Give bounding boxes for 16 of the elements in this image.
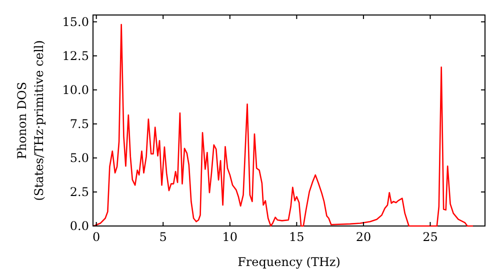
y-tick-label: 0.0 (70, 219, 89, 234)
y-tick-label: 15.0 (62, 15, 89, 30)
y-axis-title: Phonon DOS (States/THz·primitive cell) (15, 40, 46, 201)
y-tick-label: 10.0 (62, 83, 89, 98)
line-series (93, 24, 474, 227)
x-tick-label: 10 (222, 230, 238, 244)
x-tick-label: 0 (92, 230, 100, 244)
y-tick-label: 7.5 (70, 117, 89, 132)
x-tick-label: 20 (356, 230, 372, 244)
x-tick-label: 5 (159, 230, 167, 244)
x-tick-label: 15 (289, 230, 304, 244)
y-tick-label: 5.0 (70, 151, 89, 166)
y-tick-label: 2.5 (70, 185, 89, 200)
y-tick-label: 12.5 (62, 49, 89, 64)
x-tick-label: 25 (422, 230, 438, 244)
x-axis-title: Frequency (THz) (238, 255, 340, 269)
